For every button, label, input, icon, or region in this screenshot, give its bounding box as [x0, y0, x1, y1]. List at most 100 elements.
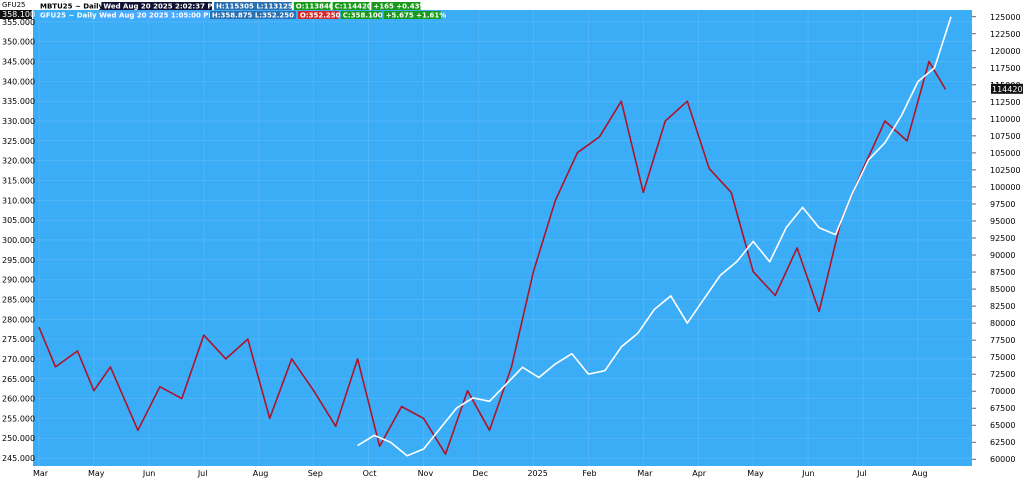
x-axis-tick: Nov: [418, 469, 434, 478]
left-last-value: 358.100: [2, 10, 35, 19]
plot-area[interactable]: [33, 10, 972, 466]
x-axis-tick: Jul: [197, 469, 208, 478]
x-axis-tick: May: [747, 469, 764, 478]
right-last-value: 114420: [992, 85, 1023, 94]
left-axis-tick: 315.000: [2, 177, 35, 186]
left-axis-tick: 270.000: [2, 355, 35, 364]
left-axis-tick: 285.000: [2, 295, 35, 304]
right-axis-panel: [972, 0, 1024, 480]
legend-symbol: MBTU25 ~ Daily: [40, 3, 104, 11]
legend-open-bg: [297, 11, 339, 19]
x-axis-tick: Dec: [473, 469, 488, 478]
left-axis-panel: [0, 0, 33, 480]
x-axis-tick: Feb: [582, 469, 596, 478]
left-axis-tick: 300.000: [2, 236, 35, 245]
legend-date: Wed Aug 20 2025 2:02:37 PM: [103, 3, 219, 11]
right-axis-tick: 107500: [990, 132, 1021, 141]
legend-high-low-bg: [209, 11, 296, 19]
left-axis-tick: 290.000: [2, 276, 35, 285]
left-axis-tick: 275.000: [2, 335, 35, 344]
left-axis-tick: 295.000: [2, 256, 35, 265]
right-axis-tick: 72500: [990, 370, 1015, 379]
left-axis-tick: 260.000: [2, 395, 35, 404]
right-axis-tick: 125000: [990, 13, 1021, 22]
left-axis-tick: 255.000: [2, 414, 35, 423]
left-axis-tick: 265.000: [2, 375, 35, 384]
legend-symbol: GFU25 ~ Daily: [40, 12, 97, 20]
left-axis-tick: 345.000: [2, 58, 35, 67]
right-axis-tick: 122500: [990, 30, 1021, 39]
x-axis-tick: Jul: [856, 469, 867, 478]
right-axis-tick: 112500: [990, 98, 1021, 107]
right-axis-tick: 100000: [990, 183, 1021, 192]
legend-close: C:114420: [335, 3, 372, 11]
left-axis-tick: 310.000: [2, 196, 35, 205]
left-axis-tick: 305.000: [2, 216, 35, 225]
right-axis-tick: 80000: [990, 319, 1015, 328]
left-axis-tick: 350.000: [2, 38, 35, 47]
left-axis-tick: 335.000: [2, 97, 35, 106]
left-axis-tick: 320.000: [2, 157, 35, 166]
legend-change-bg: [371, 2, 421, 10]
legend-change: +5.675 +1.61%: [386, 12, 447, 20]
right-axis-tick: 102500: [990, 166, 1021, 175]
x-axis-tick: Mar: [33, 469, 49, 478]
series-line-mbtu25: [357, 16, 952, 457]
right-axis-tick: 110000: [990, 115, 1021, 124]
right-axis-tick: 92500: [990, 234, 1015, 243]
legend-high-low: H:358.875 L:352.250: [212, 12, 294, 20]
x-axis-tick: 2025: [527, 469, 547, 478]
right-last-value-tag: [991, 83, 1023, 94]
x-axis-tick: Aug: [912, 469, 928, 478]
x-axis-tick: Jun: [142, 469, 156, 478]
left-axis-tick: 280.000: [2, 315, 35, 324]
left-axis-tick: 330.000: [2, 117, 35, 126]
right-axis-tick: 75000: [990, 353, 1015, 362]
legend-high-low: H:115305 L:113125: [216, 3, 293, 11]
right-axis-tick: 65000: [990, 421, 1015, 430]
legend-close: C:358.100: [343, 12, 383, 20]
legend-change-bg: [383, 11, 441, 19]
right-axis-tick: 87500: [990, 268, 1015, 277]
right-axis-tick: 95000: [990, 217, 1015, 226]
right-axis-tick: 60000: [990, 455, 1015, 464]
right-axis-tick: 105000: [990, 149, 1021, 158]
x-axis-tick: Sep: [308, 469, 323, 478]
right-axis-tick: 62500: [990, 438, 1015, 447]
symbol-tag: GFU25: [2, 1, 25, 9]
left-axis-tick: 340.000: [2, 77, 35, 86]
legend-date: Wed Aug 20 2025 1:05:00 PM: [99, 12, 215, 20]
right-axis-tick: 77500: [990, 336, 1015, 345]
left-axis-tick: 325.000: [2, 137, 35, 146]
right-axis-tick: 120000: [990, 47, 1021, 56]
right-axis-tick: 67500: [990, 404, 1015, 413]
x-axis-tick: Apr: [692, 469, 707, 478]
x-axis-tick: Jun: [801, 469, 815, 478]
x-axis-tick: Aug: [253, 469, 269, 478]
legend-close-bg: [340, 11, 382, 19]
x-axis-tick: May: [88, 469, 105, 478]
right-axis-tick: 70000: [990, 387, 1015, 396]
legend-date-bg: [97, 11, 208, 19]
left-axis-tick: 355.000: [2, 18, 35, 27]
right-axis-tick: 97500: [990, 200, 1015, 209]
legend-date-bg: [101, 2, 212, 10]
legend-open: O:352.250: [300, 12, 341, 20]
legend-high-low-bg: [214, 2, 292, 10]
x-axis-tick: Mar: [637, 469, 653, 478]
right-axis-tick: 82500: [990, 302, 1015, 311]
left-last-value-tag: [0, 10, 32, 19]
time-axis-panel: [0, 466, 1024, 480]
right-axis-tick: 117500: [990, 64, 1021, 73]
legend-change: +165 +0.43%: [373, 3, 426, 11]
series-line-gfu25: [38, 60, 947, 455]
x-axis-tick: Oct: [363, 469, 377, 478]
legend-close-bg: [332, 2, 370, 10]
right-axis-tick: 85000: [990, 285, 1015, 294]
right-axis-tick: 90000: [990, 251, 1015, 260]
left-axis-tick: 245.000: [2, 454, 35, 463]
left-axis-tick: 250.000: [2, 434, 35, 443]
legend-open-bg: [293, 2, 331, 10]
